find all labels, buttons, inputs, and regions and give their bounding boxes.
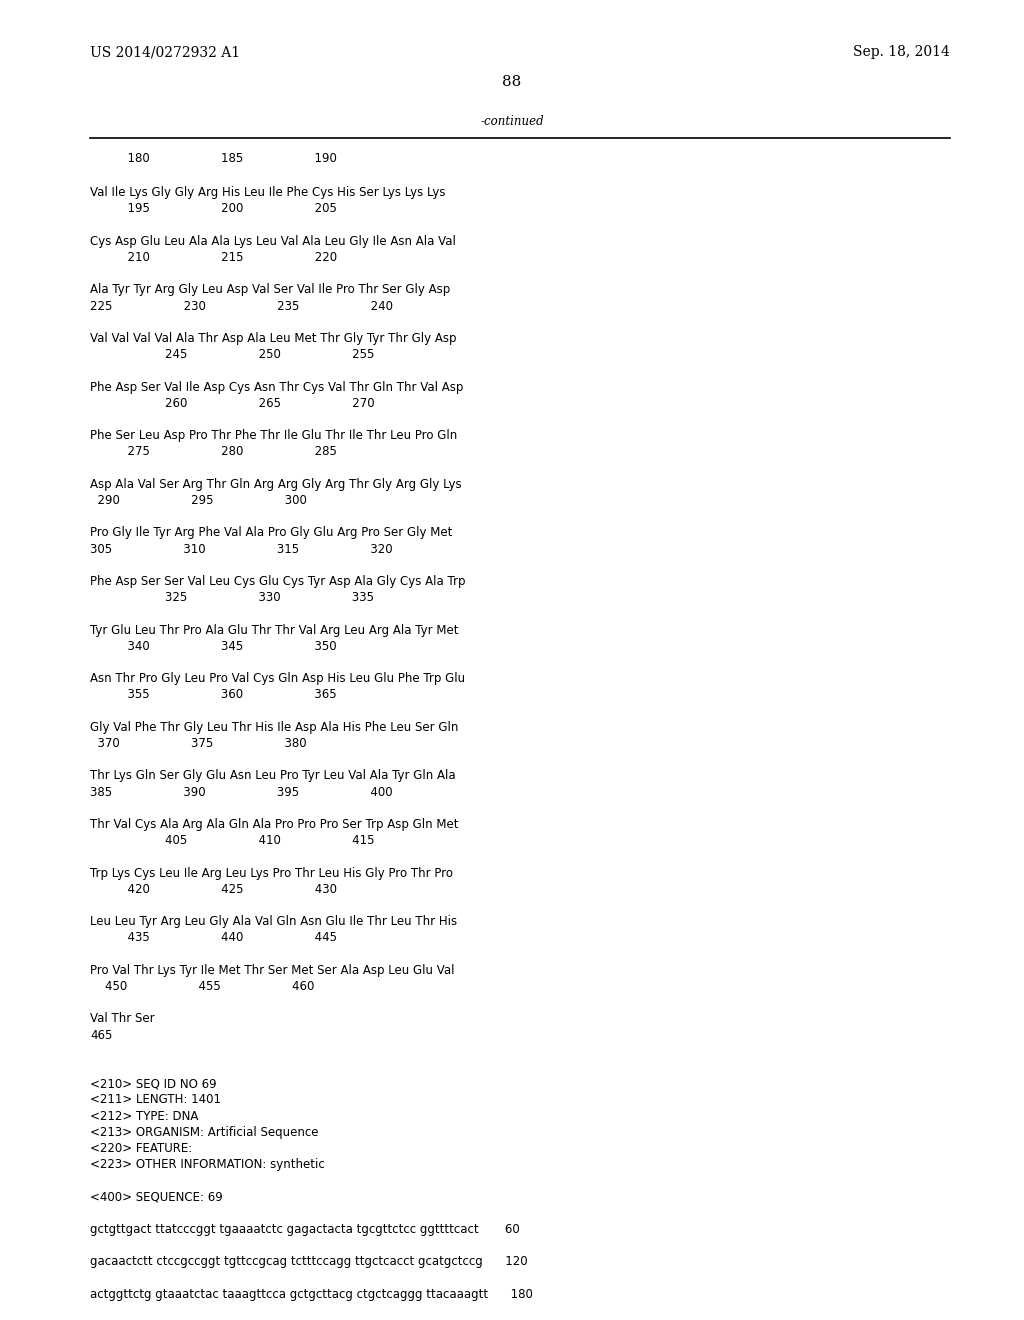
Text: Gly Val Phe Thr Gly Leu Thr His Ile Asp Ala His Phe Leu Ser Gln: Gly Val Phe Thr Gly Leu Thr His Ile Asp … — [90, 721, 459, 734]
Text: Val Thr Ser: Val Thr Ser — [90, 1012, 155, 1026]
Text: gctgttgact ttatcccggt tgaaaatctc gagactacta tgcgttctcc ggttttcact       60: gctgttgact ttatcccggt tgaaaatctc gagacta… — [90, 1224, 520, 1236]
Text: 180                   185                   190: 180 185 190 — [90, 152, 337, 165]
Text: Pro Val Thr Lys Tyr Ile Met Thr Ser Met Ser Ala Asp Leu Glu Val: Pro Val Thr Lys Tyr Ile Met Thr Ser Met … — [90, 964, 455, 977]
Text: Phe Asp Ser Ser Val Leu Cys Glu Cys Tyr Asp Ala Gly Cys Ala Trp: Phe Asp Ser Ser Val Leu Cys Glu Cys Tyr … — [90, 576, 466, 587]
Text: Trp Lys Cys Leu Ile Arg Leu Lys Pro Thr Leu His Gly Pro Thr Pro: Trp Lys Cys Leu Ile Arg Leu Lys Pro Thr … — [90, 867, 453, 879]
Text: -continued: -continued — [480, 115, 544, 128]
Text: Val Val Val Val Ala Thr Asp Ala Leu Met Thr Gly Tyr Thr Gly Asp: Val Val Val Val Ala Thr Asp Ala Leu Met … — [90, 333, 457, 345]
Text: 385                   390                   395                   400: 385 390 395 400 — [90, 785, 392, 799]
Text: 370                   375                   380: 370 375 380 — [90, 737, 306, 750]
Text: 290                   295                   300: 290 295 300 — [90, 494, 307, 507]
Text: actggttctg gtaaatctac taaagttcca gctgcttacg ctgctcaggg ttacaaagtt      180: actggttctg gtaaatctac taaagttcca gctgctt… — [90, 1288, 532, 1300]
Text: 225                   230                   235                   240: 225 230 235 240 — [90, 300, 393, 313]
Text: 195                   200                   205: 195 200 205 — [90, 202, 337, 215]
Text: 305                   310                   315                   320: 305 310 315 320 — [90, 543, 392, 556]
Text: Pro Gly Ile Tyr Arg Phe Val Ala Pro Gly Glu Arg Pro Ser Gly Met: Pro Gly Ile Tyr Arg Phe Val Ala Pro Gly … — [90, 527, 453, 540]
Text: 88: 88 — [503, 75, 521, 88]
Text: 450                   455                   460: 450 455 460 — [90, 979, 314, 993]
Text: <211> LENGTH: 1401: <211> LENGTH: 1401 — [90, 1093, 221, 1106]
Text: 465: 465 — [90, 1028, 113, 1041]
Text: Asp Ala Val Ser Arg Thr Gln Arg Arg Gly Arg Thr Gly Arg Gly Lys: Asp Ala Val Ser Arg Thr Gln Arg Arg Gly … — [90, 478, 462, 491]
Text: 210                   215                   220: 210 215 220 — [90, 251, 337, 264]
Text: Cys Asp Glu Leu Ala Ala Lys Leu Val Ala Leu Gly Ile Asn Ala Val: Cys Asp Glu Leu Ala Ala Lys Leu Val Ala … — [90, 235, 456, 248]
Text: Tyr Glu Leu Thr Pro Ala Glu Thr Thr Val Arg Leu Arg Ala Tyr Met: Tyr Glu Leu Thr Pro Ala Glu Thr Thr Val … — [90, 623, 459, 636]
Text: Thr Val Cys Ala Arg Ala Gln Ala Pro Pro Pro Ser Trp Asp Gln Met: Thr Val Cys Ala Arg Ala Gln Ala Pro Pro … — [90, 818, 459, 832]
Text: 435                   440                   445: 435 440 445 — [90, 932, 337, 944]
Text: 260                   265                   270: 260 265 270 — [90, 397, 375, 409]
Text: Sep. 18, 2014: Sep. 18, 2014 — [853, 45, 950, 59]
Text: 420                   425                   430: 420 425 430 — [90, 883, 337, 896]
Text: 355                   360                   365: 355 360 365 — [90, 689, 337, 701]
Text: <220> FEATURE:: <220> FEATURE: — [90, 1142, 193, 1155]
Text: 405                   410                   415: 405 410 415 — [90, 834, 375, 847]
Text: Leu Leu Tyr Arg Leu Gly Ala Val Gln Asn Glu Ile Thr Leu Thr His: Leu Leu Tyr Arg Leu Gly Ala Val Gln Asn … — [90, 915, 457, 928]
Text: 275                   280                   285: 275 280 285 — [90, 445, 337, 458]
Text: Asn Thr Pro Gly Leu Pro Val Cys Gln Asp His Leu Glu Phe Trp Glu: Asn Thr Pro Gly Leu Pro Val Cys Gln Asp … — [90, 672, 465, 685]
Text: 340                   345                   350: 340 345 350 — [90, 640, 337, 653]
Text: Ala Tyr Tyr Arg Gly Leu Asp Val Ser Val Ile Pro Thr Ser Gly Asp: Ala Tyr Tyr Arg Gly Leu Asp Val Ser Val … — [90, 284, 451, 297]
Text: Phe Ser Leu Asp Pro Thr Phe Thr Ile Glu Thr Ile Thr Leu Pro Gln: Phe Ser Leu Asp Pro Thr Phe Thr Ile Glu … — [90, 429, 458, 442]
Text: US 2014/0272932 A1: US 2014/0272932 A1 — [90, 45, 240, 59]
Text: Thr Lys Gln Ser Gly Glu Asn Leu Pro Tyr Leu Val Ala Tyr Gln Ala: Thr Lys Gln Ser Gly Glu Asn Leu Pro Tyr … — [90, 770, 456, 783]
Text: 325                   330                   335: 325 330 335 — [90, 591, 374, 605]
Text: <400> SEQUENCE: 69: <400> SEQUENCE: 69 — [90, 1191, 223, 1204]
Text: 245                   250                   255: 245 250 255 — [90, 348, 375, 362]
Text: gacaactctt ctccgccggt tgttccgcag tctttccagg ttgctcacct gcatgctccg      120: gacaactctt ctccgccggt tgttccgcag tctttcc… — [90, 1255, 527, 1269]
Text: <213> ORGANISM: Artificial Sequence: <213> ORGANISM: Artificial Sequence — [90, 1126, 318, 1139]
Text: <210> SEQ ID NO 69: <210> SEQ ID NO 69 — [90, 1077, 217, 1090]
Text: <223> OTHER INFORMATION: synthetic: <223> OTHER INFORMATION: synthetic — [90, 1158, 325, 1171]
Text: Val Ile Lys Gly Gly Arg His Leu Ile Phe Cys His Ser Lys Lys Lys: Val Ile Lys Gly Gly Arg His Leu Ile Phe … — [90, 186, 445, 199]
Text: <212> TYPE: DNA: <212> TYPE: DNA — [90, 1110, 199, 1122]
Text: Phe Asp Ser Val Ile Asp Cys Asn Thr Cys Val Thr Gln Thr Val Asp: Phe Asp Ser Val Ile Asp Cys Asn Thr Cys … — [90, 380, 464, 393]
